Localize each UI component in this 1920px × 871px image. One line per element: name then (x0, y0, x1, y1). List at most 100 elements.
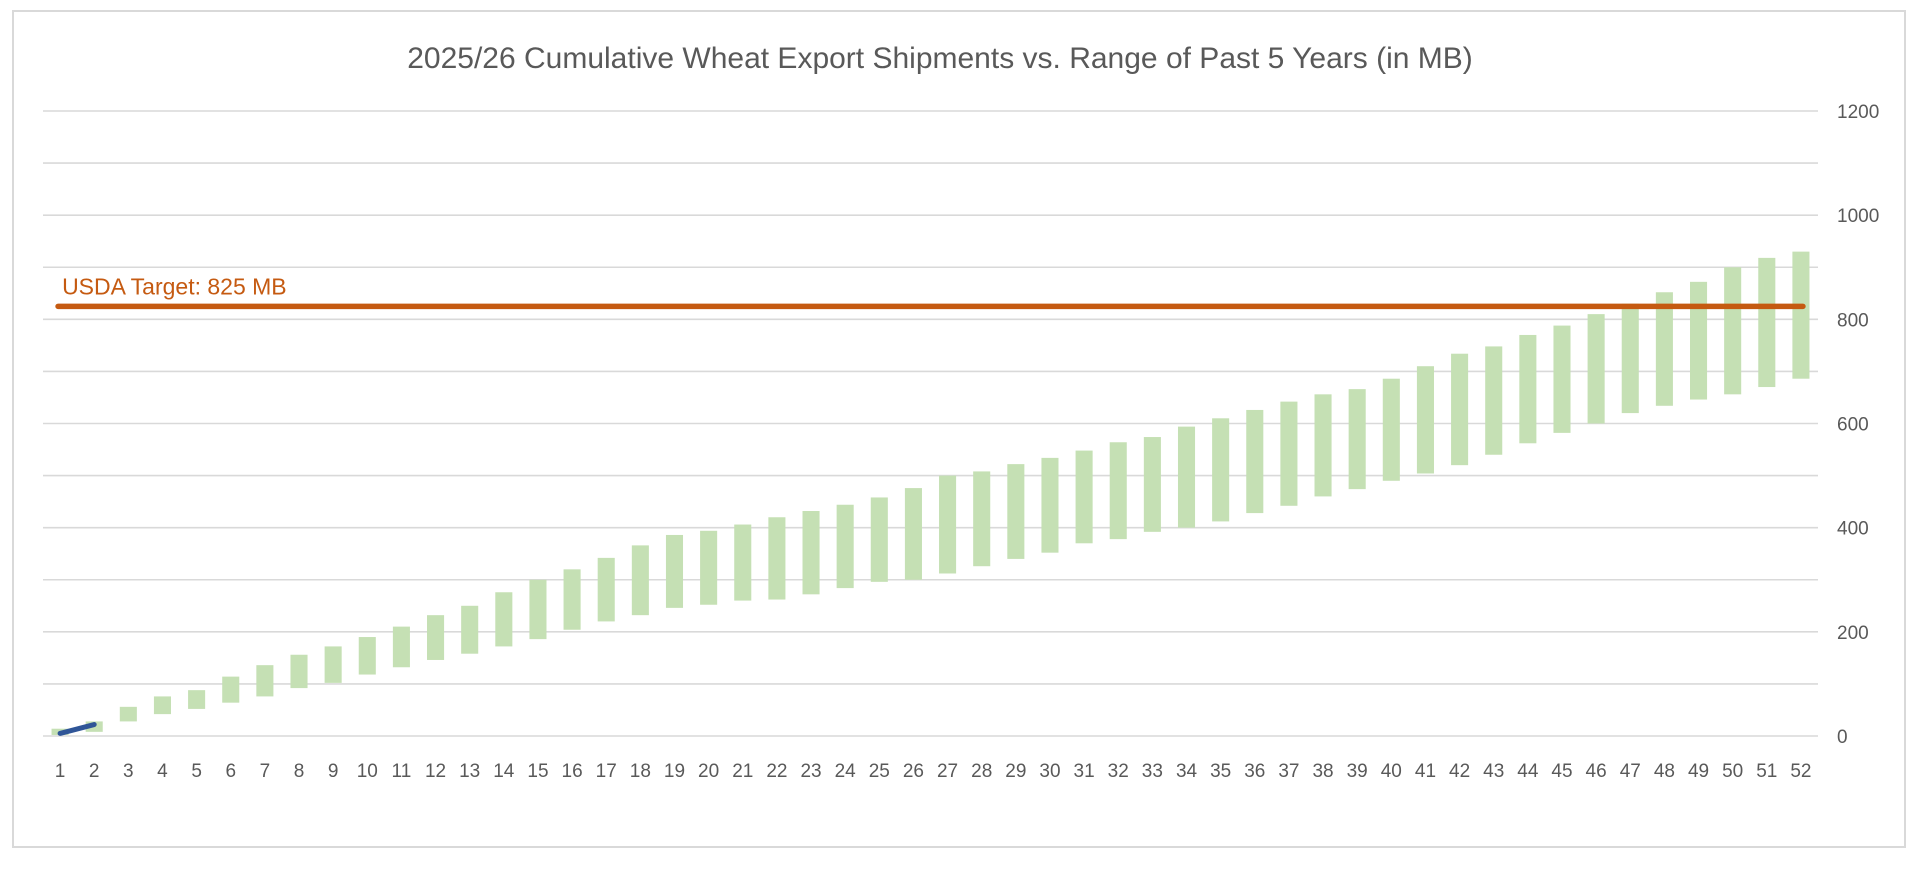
y-tick-label: 800 (1837, 310, 1869, 331)
range-bar (870, 497, 888, 582)
x-tick-label: 9 (328, 761, 339, 782)
range-bar (1382, 378, 1400, 481)
range-bar (1041, 457, 1059, 553)
range-bar (1177, 426, 1196, 528)
x-tick-label: 22 (766, 761, 787, 782)
y-tick-label: 1200 (1837, 102, 1879, 123)
x-tick-label: 31 (1074, 761, 1095, 782)
range-bar (1485, 346, 1503, 455)
x-tick-label: 36 (1244, 761, 1265, 782)
x-tick-label: 27 (937, 761, 958, 782)
x-tick-label: 46 (1586, 761, 1607, 782)
range-bar (836, 504, 854, 589)
x-tick-label: 45 (1551, 761, 1572, 782)
range-bar (597, 557, 615, 622)
x-tick-label: 48 (1654, 761, 1675, 782)
range-bar (495, 592, 513, 647)
x-tick-label: 19 (664, 761, 685, 782)
range-bar (119, 706, 137, 722)
x-tick-label: 30 (1039, 761, 1060, 782)
x-tick-label: 6 (225, 761, 236, 782)
range-bar (665, 534, 684, 608)
range-bar (1246, 409, 1264, 514)
range-bar (1075, 450, 1093, 544)
range-bar (1724, 267, 1742, 395)
range-bar (1143, 437, 1161, 532)
y-tick-label: 0 (1837, 727, 1848, 748)
series-line (57, 722, 97, 736)
range-bar (188, 690, 206, 709)
range-bar (768, 517, 786, 600)
range-bar (1451, 353, 1469, 466)
x-tick-label: 40 (1381, 761, 1402, 782)
x-tick-label: 23 (800, 761, 821, 782)
x-tick-label: 16 (562, 761, 583, 782)
x-tick-label: 10 (357, 761, 378, 782)
x-tick-label: 51 (1756, 761, 1777, 782)
x-tick-label: 41 (1415, 761, 1436, 782)
range-bar (1758, 257, 1776, 388)
x-tick-label: 4 (157, 761, 168, 782)
x-tick-label: 3 (123, 761, 134, 782)
series-lines (57, 722, 97, 736)
range-bar (1792, 251, 1810, 379)
range-bar (1416, 366, 1434, 474)
x-tick-label: 21 (732, 761, 753, 782)
x-tick-label: 38 (1312, 761, 1333, 782)
range-bar (563, 569, 581, 630)
y-tick-label: 1000 (1837, 206, 1879, 227)
x-tick-label: 12 (425, 761, 446, 782)
range-bar (802, 511, 820, 595)
x-tick-label: 18 (630, 761, 651, 782)
range-bar (1553, 325, 1571, 433)
x-tick-label: 17 (596, 761, 617, 782)
y-tick-label: 400 (1837, 519, 1869, 540)
x-tick-label: 42 (1449, 761, 1470, 782)
x-tick-label: 28 (971, 761, 992, 782)
range-bar (1348, 389, 1366, 490)
range-bar (1689, 281, 1708, 400)
x-tick-label: 8 (294, 761, 305, 782)
y-tick-label: 600 (1837, 415, 1869, 436)
range-bar (1519, 334, 1537, 444)
x-tick-label: 49 (1688, 761, 1709, 782)
range-bar (1280, 401, 1298, 506)
grid-lines (43, 110, 1818, 737)
chart-frame (12, 10, 1906, 848)
range-bar (1621, 303, 1639, 414)
y-axis-ticks: 0 200 400 600 800 1000 1200 (1837, 102, 1879, 748)
chart-title: 2025/26 Cumulative Wheat Export Shipment… (407, 42, 1473, 75)
range-bars (51, 251, 1810, 735)
range-bar (1007, 464, 1025, 559)
x-tick-label: 24 (835, 761, 857, 782)
x-tick-label: 33 (1142, 761, 1163, 782)
range-bar (427, 615, 445, 660)
range-bar (324, 646, 342, 683)
x-tick-label: 44 (1517, 761, 1539, 782)
target-label: USDA Target: 825 MB (62, 273, 287, 299)
x-tick-label: 11 (392, 761, 412, 782)
x-tick-label: 34 (1176, 761, 1198, 782)
range-bar (358, 637, 376, 675)
range-bar (939, 475, 957, 574)
x-tick-label: 52 (1790, 761, 1811, 782)
range-bar (904, 488, 922, 580)
y-tick-label: 200 (1837, 623, 1869, 644)
x-tick-label: 15 (527, 761, 548, 782)
range-bar (529, 579, 547, 640)
x-tick-label: 29 (1005, 761, 1026, 782)
range-bar (461, 605, 479, 654)
range-bar (700, 530, 718, 605)
range-bar (1314, 394, 1332, 497)
range-bar (1587, 314, 1605, 424)
range-bar (734, 524, 752, 601)
x-tick-label: 37 (1278, 761, 1299, 782)
range-bar (1655, 292, 1673, 406)
range-bar (1109, 442, 1127, 540)
x-tick-label: 39 (1347, 761, 1368, 782)
x-tick-label: 1 (55, 761, 66, 782)
x-tick-label: 26 (903, 761, 924, 782)
range-bar (973, 471, 991, 567)
x-tick-label: 47 (1620, 761, 1641, 782)
